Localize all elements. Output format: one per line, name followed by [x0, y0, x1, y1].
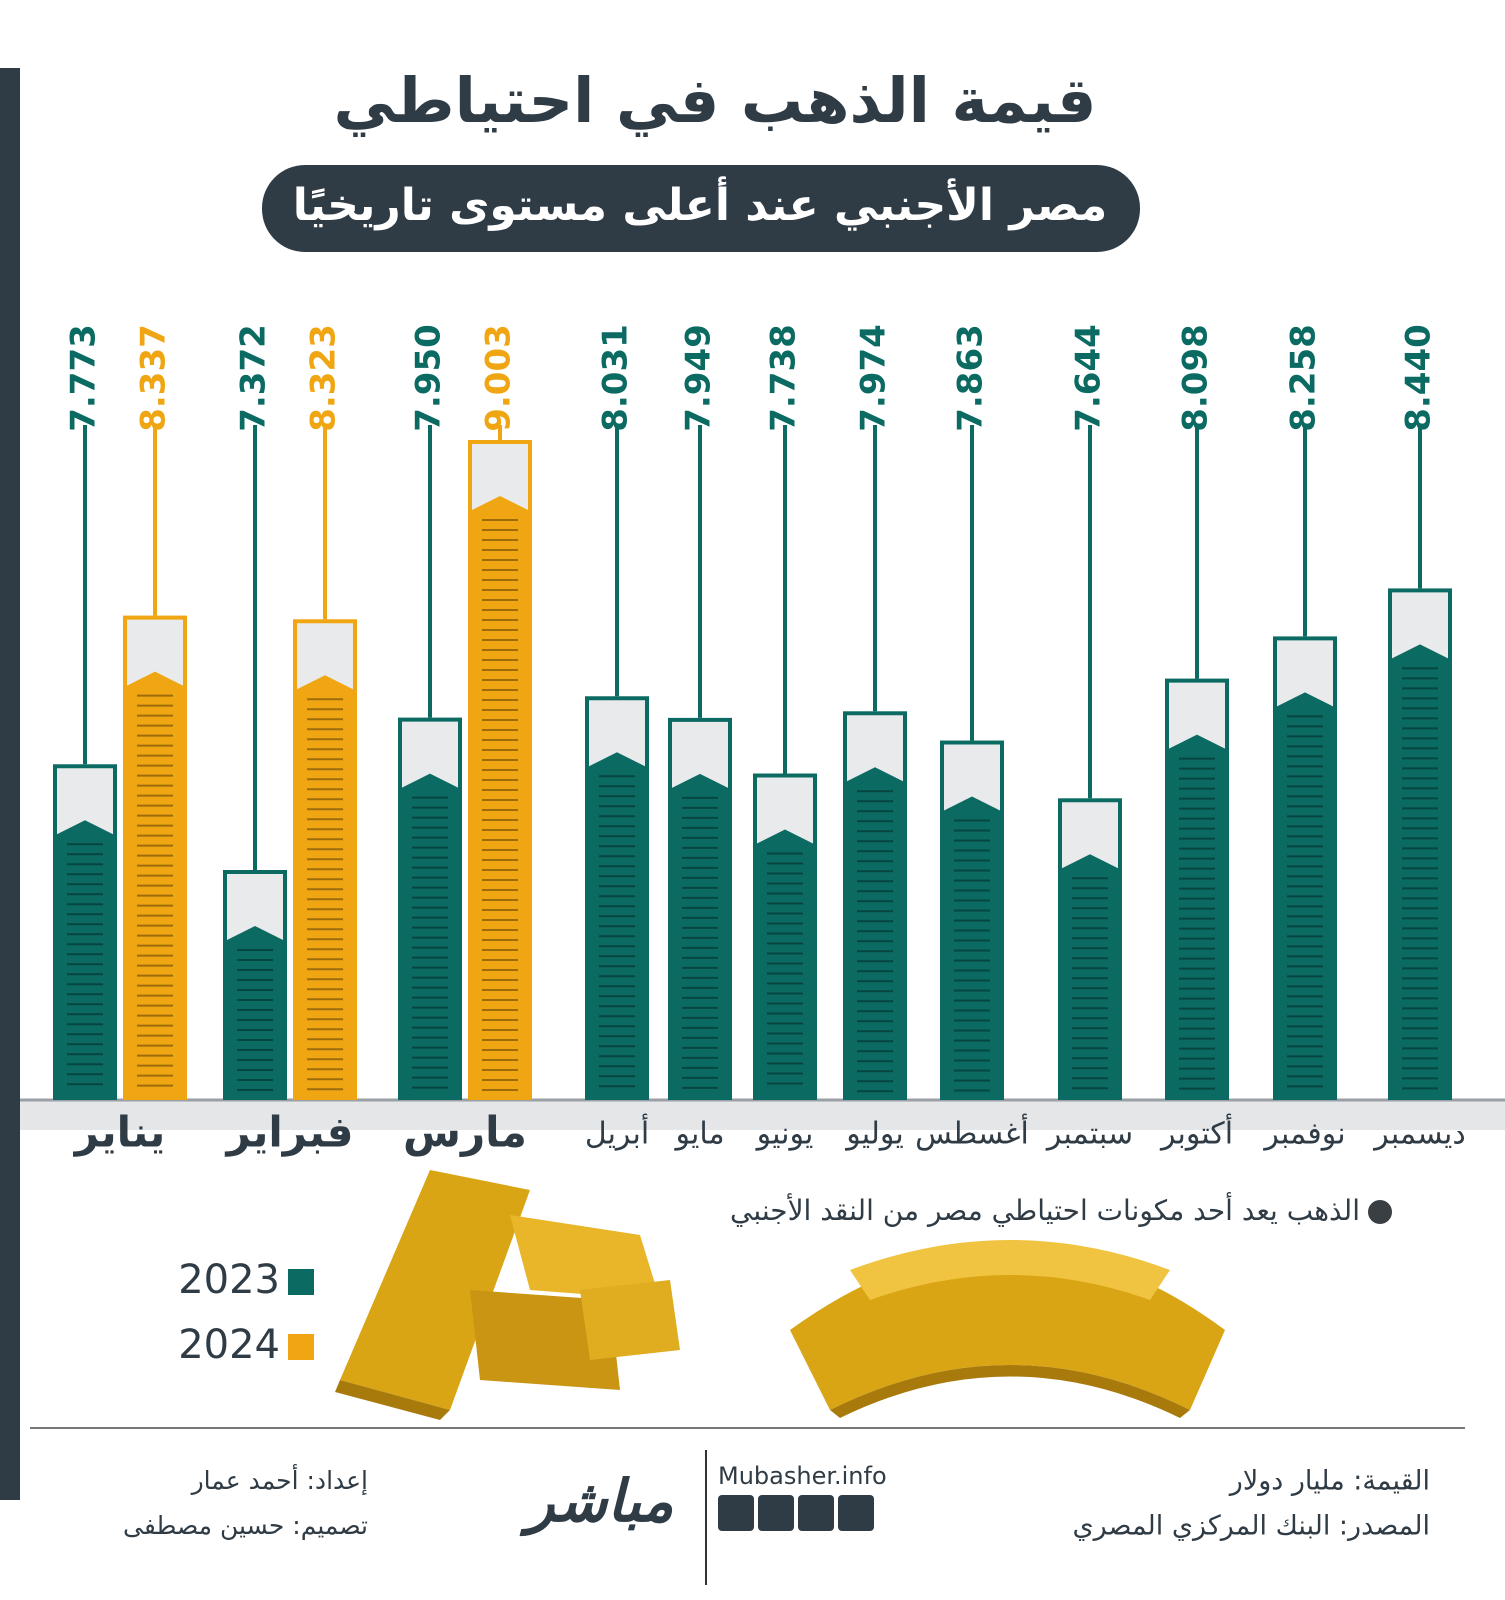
bar-ribbon [297, 623, 353, 690]
bullet [1368, 1200, 1392, 1224]
x-tick-label: أبريل [585, 1113, 649, 1152]
x-tick-label: سبتمبر [1045, 1117, 1133, 1152]
bar-ribbon [127, 619, 183, 686]
bar-ribbon [589, 700, 645, 767]
x-tick-label: مارس [403, 1108, 527, 1157]
subtitle-pill [262, 165, 1140, 252]
bar [1165, 678, 1229, 1100]
bar [468, 440, 532, 1100]
x-tick-label: ديسمبر [1372, 1117, 1465, 1152]
website: Mubasher.info [718, 1462, 887, 1490]
bar [1273, 636, 1337, 1100]
social-icons [718, 1495, 874, 1531]
bar-ribbon [847, 715, 903, 782]
x-tick-label: يناير [73, 1108, 166, 1158]
legend-label: 2024 [178, 1322, 280, 1368]
bar-ribbon [402, 721, 458, 788]
credit: إعداد: أحمد عمار [190, 1463, 368, 1496]
chart-subtitle: مصر الأجنبي عند أعلى مستوى تاريخيًا [293, 176, 1108, 231]
unit-note: القيمة: مليار دولار [1228, 1466, 1430, 1497]
x-tick-label: مايو [673, 1117, 724, 1152]
bar-ribbon [57, 768, 113, 835]
value-label: 7.974 [854, 324, 894, 432]
brand-logo: مباشر [519, 1467, 674, 1537]
bar-ribbon [1277, 640, 1333, 707]
value-label: 8.258 [1284, 324, 1324, 432]
value-label: 8.031 [596, 324, 636, 432]
value-label: 7.738 [764, 324, 804, 432]
legend-label: 2023 [178, 1257, 280, 1303]
bar-ribbon [944, 744, 1000, 811]
value-label: 7.863 [951, 324, 991, 432]
x-tick-label: يونيو [755, 1117, 814, 1152]
source: المصدر: البنك المركزي المصري [1073, 1511, 1431, 1542]
annotation: الذهب يعد أحد مكونات احتياطي مصر من النق… [730, 1191, 1360, 1227]
x-tick-label: يوليو [844, 1117, 904, 1152]
value-label: 7.773 [64, 324, 104, 432]
bar-ribbon [672, 721, 728, 788]
baseline-strip [20, 1100, 1505, 1130]
bar [293, 619, 357, 1100]
gold-bars-left [335, 1170, 680, 1420]
credit: تصميم: حسين مصطفى [123, 1511, 368, 1541]
bar-ribbon [227, 874, 283, 940]
value-label: 8.337 [134, 324, 174, 432]
side-bar [0, 68, 20, 1500]
legend-swatch [288, 1334, 314, 1360]
value-label: 9.003 [479, 324, 519, 432]
value-label: 7.372 [234, 324, 274, 432]
x-tick-label: أكتوبر [1159, 1113, 1233, 1152]
value-label: 8.440 [1399, 324, 1439, 432]
x-tick-label: نوفمبر [1262, 1117, 1345, 1152]
bar [1388, 588, 1452, 1100]
value-label: 7.950 [409, 324, 449, 432]
bar-ribbon [472, 444, 528, 510]
bar [585, 696, 649, 1100]
bar-ribbon [1062, 802, 1118, 869]
gold-bars-right [790, 1240, 1225, 1418]
bar [123, 615, 187, 1100]
x-tick-label: أغسطس [915, 1113, 1029, 1152]
bar-ribbon [757, 777, 813, 844]
value-label: 7.644 [1069, 324, 1109, 432]
value-label: 8.098 [1176, 324, 1216, 432]
value-label: 8.323 [304, 324, 344, 432]
x-tick-label: فبراير [224, 1108, 353, 1158]
bar-ribbon [1169, 682, 1225, 749]
bar-ribbon [1392, 592, 1448, 659]
value-label: 7.949 [679, 324, 719, 432]
legend-swatch [288, 1269, 314, 1295]
chart-title: قيمة الذهب في احتياطي [333, 64, 1096, 137]
